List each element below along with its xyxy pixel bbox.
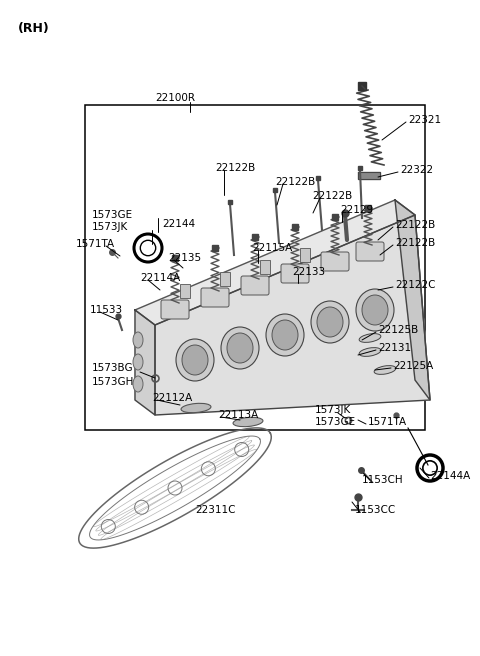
Ellipse shape xyxy=(181,403,211,413)
Ellipse shape xyxy=(182,345,208,375)
Text: 22135: 22135 xyxy=(168,253,201,263)
Ellipse shape xyxy=(266,314,304,356)
Ellipse shape xyxy=(374,365,396,375)
Text: 22131: 22131 xyxy=(378,343,411,353)
Ellipse shape xyxy=(233,417,263,426)
Text: (RH): (RH) xyxy=(18,22,50,35)
Bar xyxy=(180,284,190,298)
Text: 22122C: 22122C xyxy=(395,280,435,290)
Text: 1571TA: 1571TA xyxy=(368,417,407,427)
Ellipse shape xyxy=(359,348,381,356)
Text: 22144A: 22144A xyxy=(430,471,470,481)
Text: 22122B: 22122B xyxy=(215,163,255,173)
FancyBboxPatch shape xyxy=(321,252,349,271)
FancyBboxPatch shape xyxy=(161,300,189,319)
Text: 22122B: 22122B xyxy=(275,177,315,187)
Text: 1573JK: 1573JK xyxy=(92,222,128,232)
Ellipse shape xyxy=(311,301,349,343)
Text: 22115A: 22115A xyxy=(252,243,292,253)
Ellipse shape xyxy=(356,289,394,331)
Ellipse shape xyxy=(227,333,253,363)
Text: 22322: 22322 xyxy=(400,165,433,175)
Text: 1571TA: 1571TA xyxy=(76,239,115,249)
Ellipse shape xyxy=(362,295,388,325)
FancyBboxPatch shape xyxy=(281,264,309,283)
Bar xyxy=(300,248,310,262)
Text: 11533: 11533 xyxy=(90,305,123,315)
Ellipse shape xyxy=(359,334,381,342)
Text: 22112A: 22112A xyxy=(152,393,192,403)
Ellipse shape xyxy=(133,376,143,392)
Ellipse shape xyxy=(133,332,143,348)
Text: 22321: 22321 xyxy=(408,115,441,125)
FancyBboxPatch shape xyxy=(201,288,229,307)
Text: 22129: 22129 xyxy=(340,205,373,215)
Ellipse shape xyxy=(176,339,214,381)
Text: 22114A: 22114A xyxy=(140,273,180,283)
Bar xyxy=(220,272,230,286)
Ellipse shape xyxy=(221,327,259,369)
Ellipse shape xyxy=(317,307,343,337)
Polygon shape xyxy=(135,200,415,325)
Text: 1153CC: 1153CC xyxy=(355,505,396,515)
Text: 22113A: 22113A xyxy=(218,410,258,420)
Text: 1573BG: 1573BG xyxy=(92,363,133,373)
Text: 1573GH: 1573GH xyxy=(92,377,134,387)
Text: 1573GE: 1573GE xyxy=(92,210,133,220)
Text: 22311C: 22311C xyxy=(195,505,236,515)
Polygon shape xyxy=(135,310,155,415)
Text: 1573JK: 1573JK xyxy=(315,405,351,415)
Text: 22100R: 22100R xyxy=(155,93,195,103)
Text: 22122B: 22122B xyxy=(395,220,435,230)
Text: 22133: 22133 xyxy=(292,267,325,277)
Text: 22125B: 22125B xyxy=(378,325,418,335)
Text: 22122B: 22122B xyxy=(395,238,435,248)
Polygon shape xyxy=(155,215,430,415)
Text: 1573GE: 1573GE xyxy=(315,417,356,427)
Text: 22144: 22144 xyxy=(162,219,195,229)
Text: 1153CH: 1153CH xyxy=(362,475,404,485)
FancyBboxPatch shape xyxy=(356,242,384,261)
Ellipse shape xyxy=(272,320,298,350)
Polygon shape xyxy=(395,200,430,400)
Polygon shape xyxy=(358,172,380,179)
Bar xyxy=(260,260,270,274)
FancyBboxPatch shape xyxy=(241,276,269,295)
Ellipse shape xyxy=(133,354,143,370)
Text: 22125A: 22125A xyxy=(393,361,433,371)
Bar xyxy=(85,105,425,430)
Text: 22122B: 22122B xyxy=(312,191,352,201)
